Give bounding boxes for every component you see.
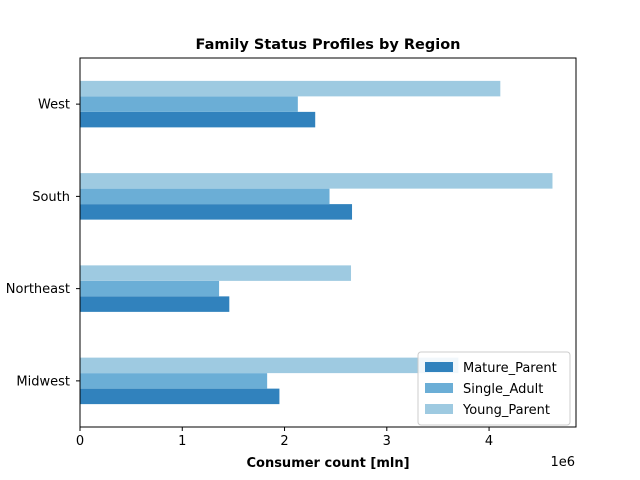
x-axis-ticks: 0 1 2 3 4: [76, 427, 493, 449]
bar-mature-parent-northeast: [80, 296, 230, 312]
bars-layer: [80, 80, 553, 405]
x-axis-label: Consumer count [mln]: [246, 456, 409, 471]
bar-young-parent-northeast: [80, 265, 352, 281]
x-tick-label: 2: [280, 434, 288, 449]
legend: Mature_Parent Single_Adult Young_Parent: [417, 351, 571, 426]
bar-mature-parent-south: [80, 204, 353, 220]
bar-young-parent-south: [80, 173, 553, 189]
legend-swatch-single-adult: [425, 383, 453, 393]
legend-label-mature-parent: Mature_Parent: [463, 361, 557, 376]
bar-single-adult-west: [80, 96, 298, 112]
y-tick-label-midwest: Midwest: [16, 374, 70, 389]
y-tick-label-northeast: Northeast: [6, 282, 70, 297]
bar-young-parent-west: [80, 80, 501, 97]
legend-label-young-parent: Young_Parent: [462, 403, 550, 418]
y-tick-label-west: West: [38, 98, 70, 113]
x-tick-label: 4: [485, 434, 493, 449]
x-tick-label: 3: [383, 434, 391, 449]
x-axis-offset-text: 1e6: [550, 455, 575, 470]
chart-title: Family Status Profiles by Region: [196, 37, 461, 53]
bar-young-parent-midwest: [80, 357, 459, 374]
bar-mature-parent-west: [80, 111, 316, 128]
x-tick-label: 1: [178, 434, 186, 449]
legend-swatch-mature-parent: [425, 362, 453, 372]
legend-box: [417, 351, 571, 426]
legend-label-single-adult: Single_Adult: [463, 382, 543, 397]
y-axis-ticks: Midwest Northeast South West: [6, 98, 80, 389]
x-tick-label: 0: [76, 434, 84, 449]
y-tick-label-south: South: [32, 190, 70, 205]
bar-single-adult-northeast: [80, 280, 220, 297]
plot-frame: [79, 57, 577, 428]
bar-mature-parent-midwest: [80, 388, 280, 405]
bar-single-adult-south: [80, 188, 330, 205]
legend-swatch-young-parent: [425, 404, 453, 414]
bar-single-adult-midwest: [80, 373, 268, 389]
